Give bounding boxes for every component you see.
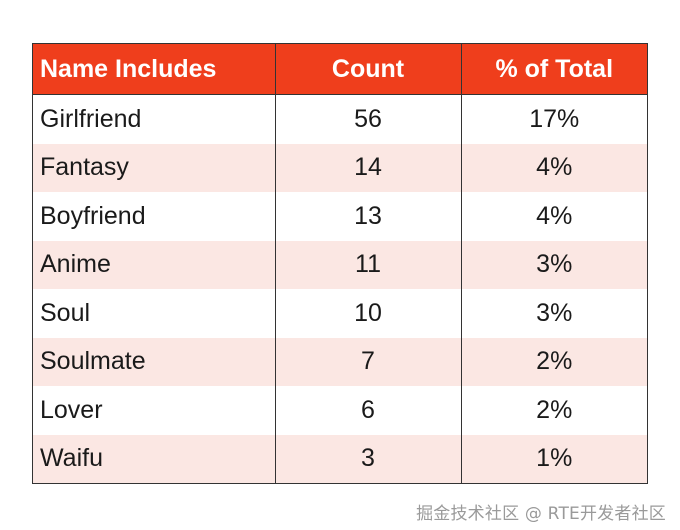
cell-name: Lover <box>33 386 276 435</box>
cell-percent: 4% <box>461 143 647 192</box>
cell-name: Boyfriend <box>33 192 276 241</box>
table-row: Waifu 3 1% <box>33 434 647 483</box>
cell-name: Anime <box>33 240 276 289</box>
table-row: Girlfriend 56 17% <box>33 94 647 144</box>
name-counts-table: Name Includes Count % of Total Girlfrien… <box>33 44 647 483</box>
table-row: Soulmate 7 2% <box>33 337 647 386</box>
cell-name: Soul <box>33 289 276 338</box>
table-row: Soul 10 3% <box>33 289 647 338</box>
table-header-row: Name Includes Count % of Total <box>33 44 647 95</box>
cell-percent: 2% <box>461 337 647 386</box>
table-row: Lover 6 2% <box>33 386 647 435</box>
column-header-count: Count <box>275 44 462 95</box>
cell-percent: 1% <box>461 434 647 483</box>
cell-count: 7 <box>275 337 462 386</box>
cell-name: Soulmate <box>33 337 276 386</box>
cell-count: 10 <box>275 289 462 338</box>
cell-name: Fantasy <box>33 143 276 192</box>
data-table-container: Name Includes Count % of Total Girlfrien… <box>32 43 648 484</box>
cell-percent: 4% <box>536 201 573 230</box>
watermark-text: 掘金技术社区 @ RTE开发者社区 <box>416 504 666 524</box>
cell-count: 14 <box>275 143 462 192</box>
cell-count: 11 <box>275 240 462 289</box>
cell-name: Girlfriend <box>33 94 276 144</box>
cell-percent: 2% <box>536 395 573 424</box>
cell-percent: 3% <box>536 298 573 327</box>
cell-percent: 3% <box>461 240 647 289</box>
table-row: Anime 11 3% <box>33 240 647 289</box>
cell-name: Waifu <box>33 434 276 483</box>
cell-count: 6 <box>275 386 462 435</box>
cell-count: 56 <box>275 94 462 144</box>
cell-count: 13 <box>275 192 462 241</box>
table-row: Boyfriend 13 4% <box>33 192 647 241</box>
table-body: Girlfriend 56 17% Fantasy 14 4% Boyfriend 13 4% A… <box>33 94 647 483</box>
table-row: Fantasy 14 4% <box>33 143 647 192</box>
column-header-percent: % of Total <box>461 44 647 95</box>
cell-count: 3 <box>275 434 462 483</box>
cell-percent: 17% <box>529 104 580 133</box>
column-header-name: Name Includes <box>33 44 276 95</box>
